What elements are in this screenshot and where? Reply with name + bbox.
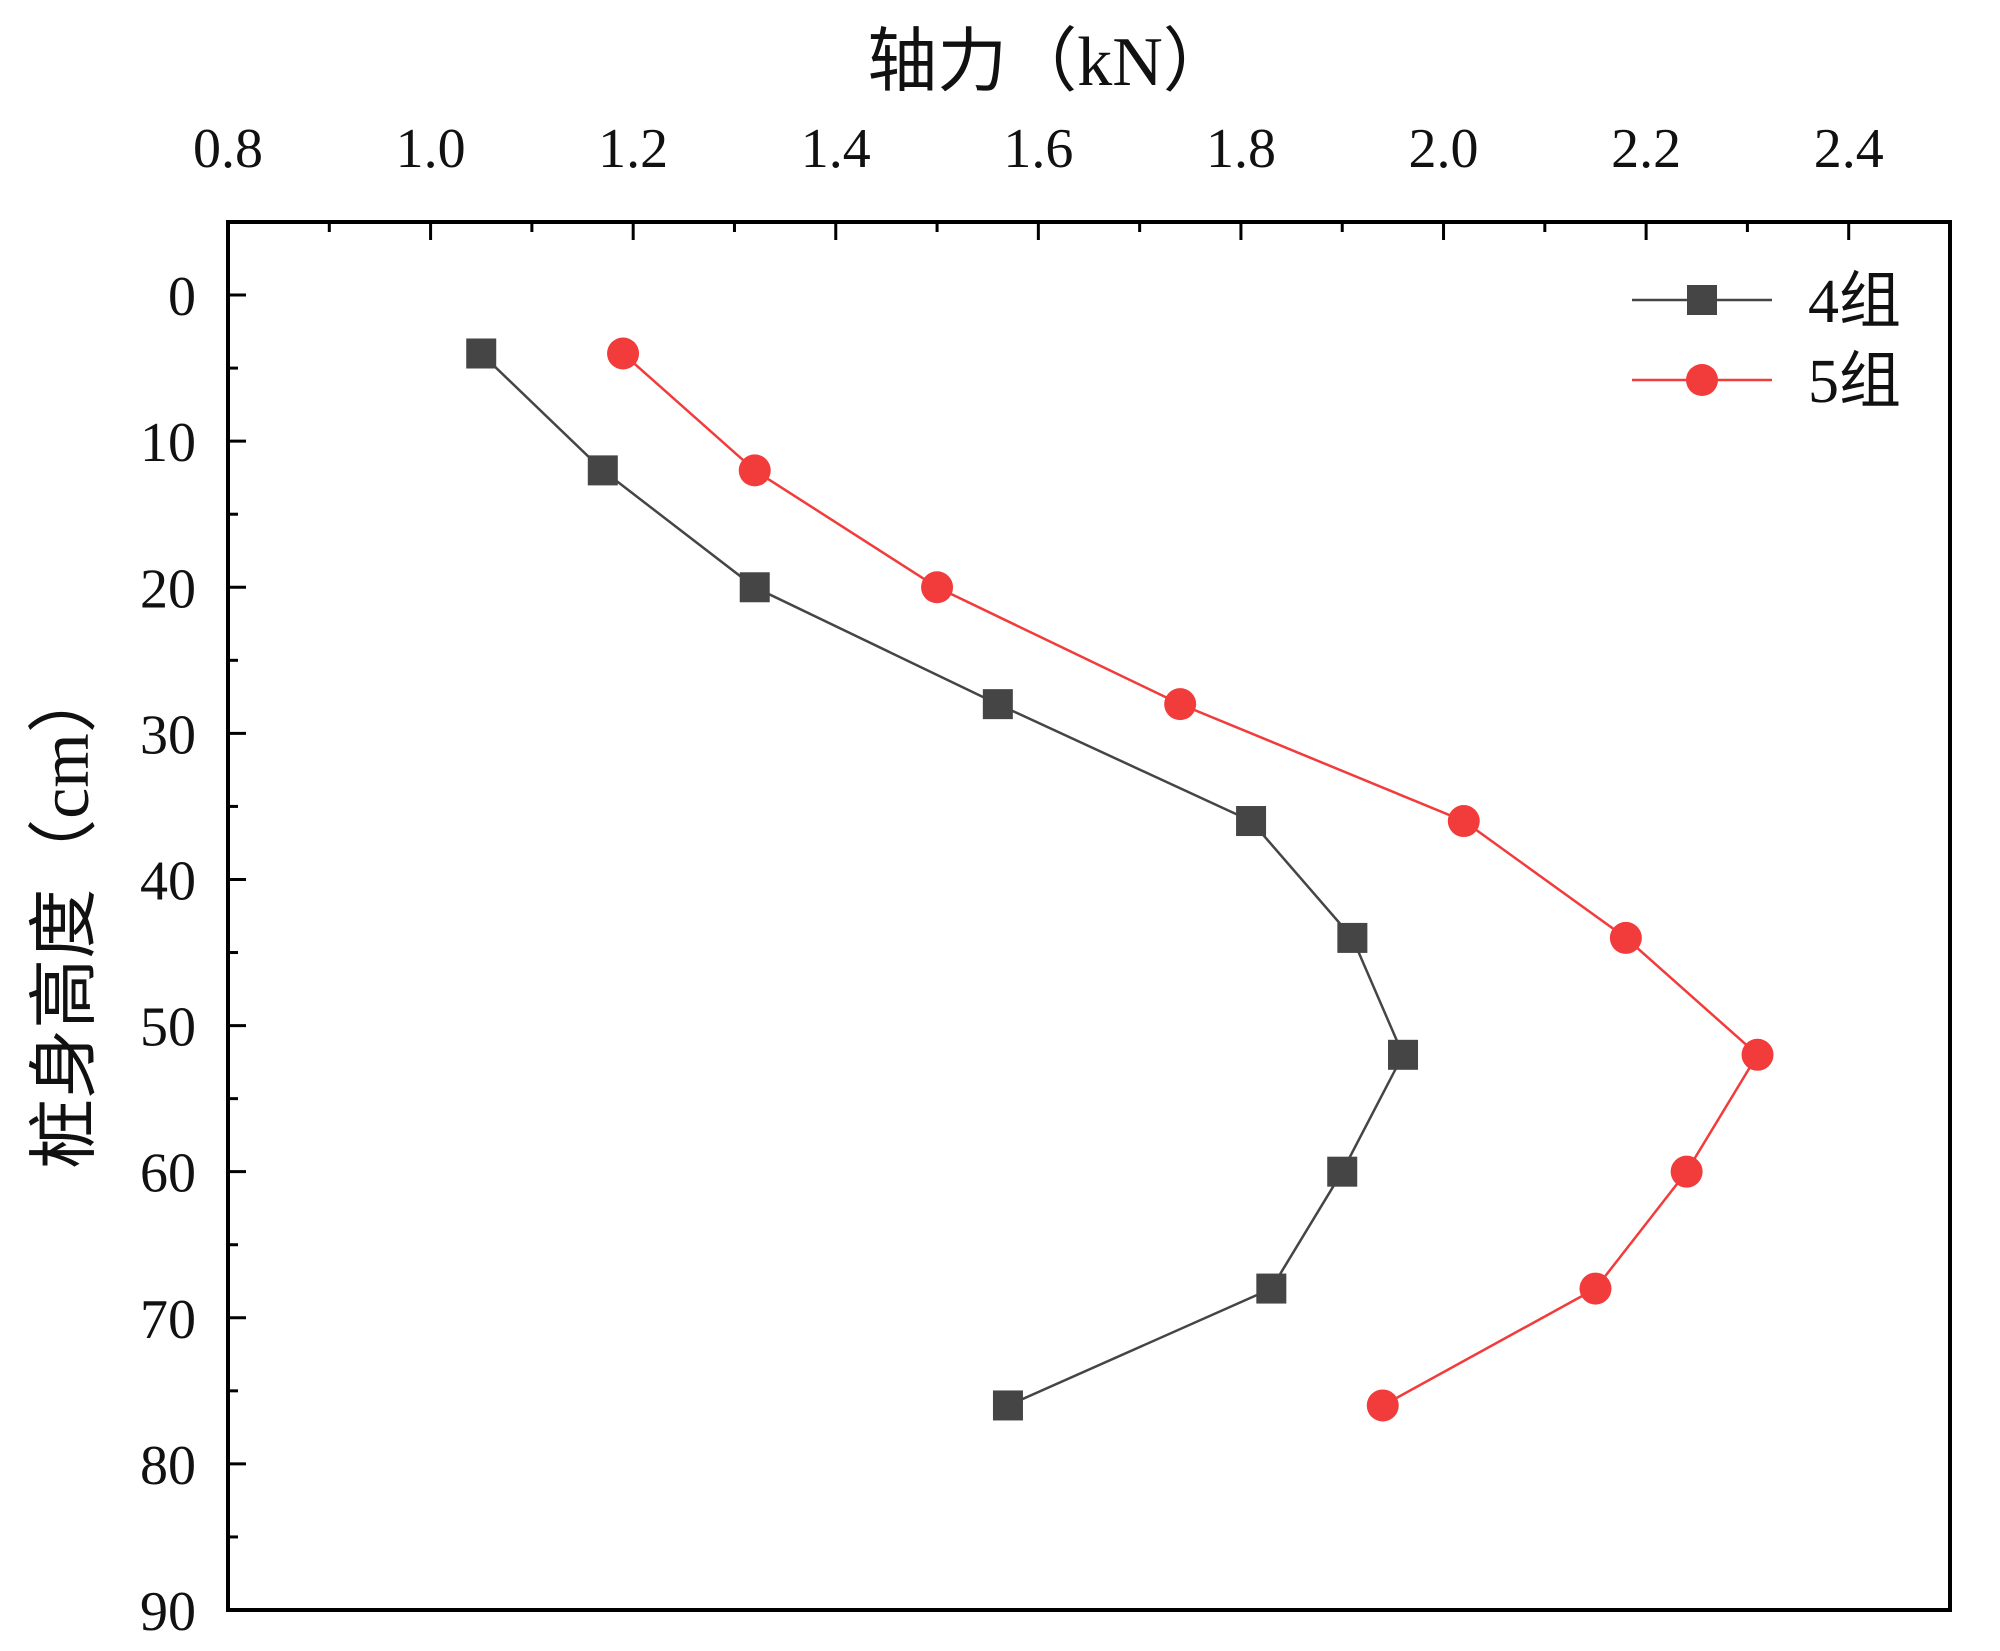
series-layer bbox=[466, 337, 1774, 1422]
x-tick-label: 2.4 bbox=[1814, 118, 1884, 180]
data-point bbox=[1579, 1272, 1612, 1305]
data-point bbox=[1447, 805, 1480, 838]
data-point bbox=[1337, 922, 1368, 953]
data-point bbox=[1609, 921, 1642, 954]
series-line-4组 bbox=[480, 352, 1405, 1407]
data-point bbox=[1388, 1039, 1419, 1070]
data-point bbox=[1670, 1155, 1703, 1188]
series-line-5组 bbox=[622, 352, 1760, 1407]
data-point bbox=[1164, 688, 1197, 721]
y-tick-label: 20 bbox=[140, 558, 196, 620]
data-point bbox=[1256, 1273, 1287, 1304]
x-tick-label: 2.2 bbox=[1611, 118, 1681, 180]
x-tick-label: 1.8 bbox=[1206, 118, 1276, 180]
y-tick-label: 10 bbox=[140, 412, 196, 474]
y-tick-label: 50 bbox=[140, 997, 196, 1059]
data-point bbox=[587, 455, 618, 486]
y-tick-label: 90 bbox=[140, 1581, 196, 1643]
data-point bbox=[739, 572, 770, 603]
y-tick-label: 60 bbox=[140, 1143, 196, 1205]
data-point bbox=[982, 689, 1013, 720]
x-tick-label: 1.6 bbox=[1003, 118, 1073, 180]
legend-label-5组: 5组 bbox=[1808, 348, 1901, 416]
data-point bbox=[1327, 1156, 1358, 1187]
data-point bbox=[921, 571, 954, 604]
x-tick-label: 0.8 bbox=[193, 118, 263, 180]
x-tick-label: 1.4 bbox=[801, 118, 871, 180]
x-axis-title: 轴力（kN） bbox=[867, 24, 1233, 101]
x-tick-label: 1.0 bbox=[396, 118, 466, 180]
x-tick-label: 2.0 bbox=[1409, 118, 1479, 180]
legend-label-4组: 4组 bbox=[1808, 268, 1901, 336]
legend-marker-square bbox=[1687, 285, 1717, 315]
data-point bbox=[466, 338, 497, 369]
data-point bbox=[1366, 1389, 1399, 1422]
plot-area bbox=[226, 220, 1952, 1612]
legend: 4组 5组 bbox=[1632, 268, 1901, 416]
legend-marker-circle bbox=[1686, 364, 1718, 396]
y-tick-label: 30 bbox=[140, 704, 196, 766]
y-tick-label: 40 bbox=[140, 850, 196, 912]
data-point bbox=[607, 337, 640, 370]
x-axis-ticks: 0.8 1.0 1.2 1.4 1.6 1.8 2.0 2.2 2.4 bbox=[193, 118, 1884, 240]
y-tick-label: 80 bbox=[140, 1435, 196, 1497]
y-axis-ticks: 0 10 20 30 40 50 60 70 80 90 bbox=[140, 266, 246, 1643]
y-tick-label: 0 bbox=[168, 266, 196, 328]
data-point bbox=[738, 454, 771, 487]
data-point bbox=[1741, 1038, 1774, 1071]
data-point bbox=[1236, 806, 1267, 837]
x-tick-label: 1.2 bbox=[598, 118, 668, 180]
data-point bbox=[992, 1390, 1023, 1421]
y-axis-title: 桩身高度（cm） bbox=[27, 663, 104, 1169]
y-tick-label: 70 bbox=[140, 1289, 196, 1351]
